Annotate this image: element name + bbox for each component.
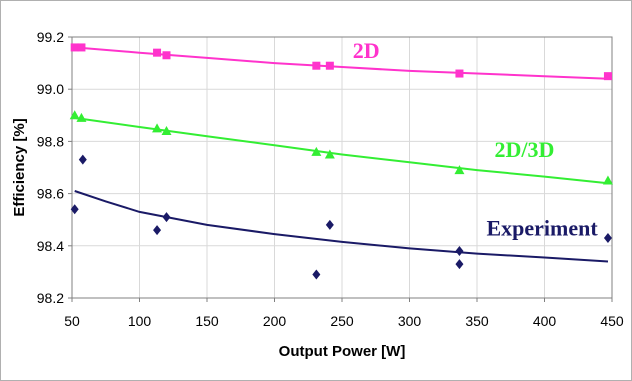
y-tick-label: 98.4 — [37, 238, 64, 254]
y-tick-label: 98.8 — [37, 133, 64, 149]
marker-experiment — [455, 246, 464, 257]
marker-2d-3d — [311, 146, 322, 156]
marker-2d-3d — [152, 123, 163, 133]
marker-2d — [455, 69, 464, 78]
series-label-2d: 2D — [353, 38, 380, 63]
series-label-2d-3d: 2D/3D — [495, 137, 555, 162]
x-tick-label: 200 — [263, 313, 287, 329]
series-label-experiment: Experiment — [486, 215, 598, 240]
marker-2d — [70, 43, 79, 52]
y-tick-label: 99.2 — [37, 29, 64, 45]
marker-2d-3d — [161, 125, 172, 135]
trend-lines — [74, 46, 609, 263]
marker-2d — [162, 51, 171, 60]
marker-experiment — [455, 259, 464, 270]
marker-2d — [603, 72, 612, 81]
marker-2d — [153, 48, 162, 57]
x-axis-ticks: 50 100 150 200 250 300 350 400 450 — [64, 298, 624, 329]
marker-2d — [312, 61, 321, 70]
marker-experiment — [162, 212, 171, 223]
marker-2d-3d — [602, 175, 613, 185]
x-tick-label: 400 — [533, 313, 557, 329]
x-tick-label: 300 — [398, 313, 422, 329]
marker-2d-3d — [454, 165, 465, 175]
marker-2d — [325, 61, 334, 70]
y-tick-label: 98.2 — [37, 290, 64, 306]
x-tick-label: 250 — [330, 313, 354, 329]
trend-line-2d — [74, 46, 609, 80]
marker-experiment — [603, 232, 612, 243]
marker-experiment — [78, 154, 87, 165]
marker-2d-3d — [324, 149, 335, 159]
marker-experiment — [70, 204, 79, 215]
x-axis-title: Output Power [W] — [279, 343, 406, 360]
x-tick-label: 350 — [465, 313, 489, 329]
series-labels: 2D 2D/3D Experiment — [353, 38, 599, 240]
marker-experiment — [153, 225, 162, 236]
marker-experiment — [312, 269, 321, 280]
y-tick-label: 99.0 — [37, 81, 64, 97]
trend-line-2d-3d — [74, 116, 609, 185]
x-tick-label: 50 — [64, 313, 80, 329]
marker-2d — [77, 43, 86, 52]
marker-experiment — [325, 219, 334, 230]
x-tick-label: 150 — [195, 313, 219, 329]
trend-line-experiment — [74, 190, 609, 263]
data-markers — [69, 43, 613, 280]
marker-2d-3d — [76, 112, 87, 122]
x-tick-label: 450 — [600, 313, 624, 329]
marker-2d-3d — [69, 110, 80, 120]
y-axis-ticks: 98.2 98.4 98.6 98.8 99.0 99.2 — [37, 29, 72, 306]
y-tick-label: 98.6 — [37, 186, 64, 202]
y-axis-title: Efficiency [%] — [11, 118, 28, 216]
x-tick-label: 100 — [128, 313, 152, 329]
